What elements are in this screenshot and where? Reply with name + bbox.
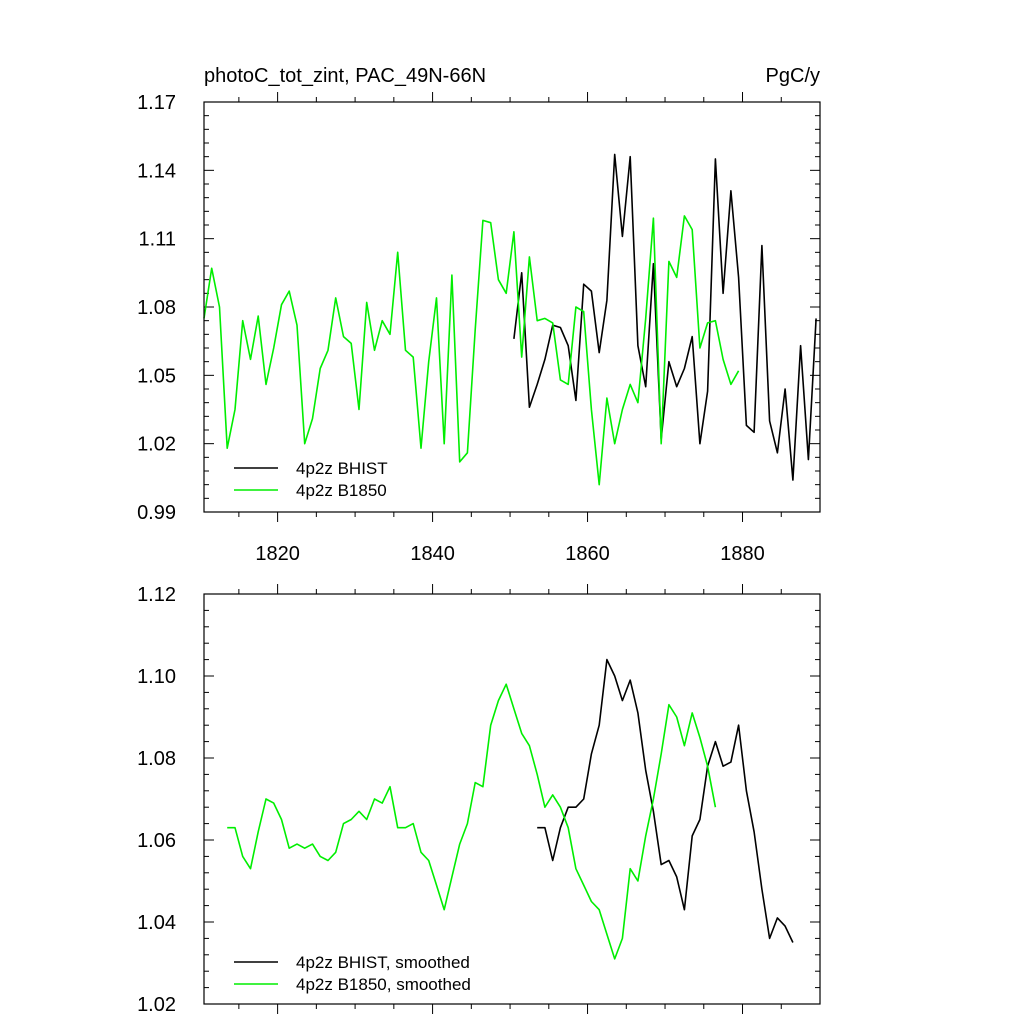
bottom-ticks bbox=[204, 584, 820, 1014]
chart-title: photoC_tot_zint, PAC_49N-66N bbox=[204, 65, 486, 87]
legend-label: 4p2z B1850, smoothed bbox=[296, 975, 471, 994]
series-line-b1850 bbox=[227, 683, 717, 960]
y-tick-label: 1.08 bbox=[137, 297, 176, 319]
top-legend: 4p2z BHIST 4p2z B1850 bbox=[234, 459, 388, 500]
y-tick-label: 1.02 bbox=[137, 434, 176, 456]
bottom-panel: 1.02 1.04 1.06 1.08 1.10 1.12 4p2z BHIST, smo… bbox=[137, 584, 821, 1016]
legend-label: 4p2z B1850 bbox=[296, 481, 387, 500]
y-tick-label: 1.17 bbox=[137, 92, 176, 114]
y-tick-label: 1.05 bbox=[137, 365, 176, 387]
y-tick-label: 1.10 bbox=[137, 666, 176, 688]
y-tick-label: 1.11 bbox=[139, 229, 176, 251]
top-ticks bbox=[204, 92, 820, 522]
bottom-legend: 4p2z BHIST, smoothed 4p2z B1850, smoothed bbox=[234, 953, 471, 994]
x-tick-label: 1820 bbox=[255, 543, 300, 565]
top-plot-frame bbox=[203, 101, 821, 513]
y-tick-label: 1.12 bbox=[137, 584, 176, 606]
top-series bbox=[203, 153, 817, 486]
y-tick-label: 1.04 bbox=[137, 912, 176, 934]
units-label: PgC/y bbox=[766, 65, 820, 87]
x-tick-label: 1840 bbox=[410, 543, 455, 565]
series-line-bhist bbox=[513, 153, 817, 481]
legend-label: 4p2z BHIST, smoothed bbox=[296, 953, 470, 972]
series-line-b1850 bbox=[203, 215, 740, 486]
bottom-series bbox=[227, 658, 794, 960]
y-tick-label: 1.02 bbox=[137, 994, 176, 1016]
top-tick-labels: 0.99 1.02 1.05 1.08 1.11 1.14 1.17 1820 1840 1860… bbox=[137, 92, 765, 565]
y-tick-label: 1.14 bbox=[137, 160, 176, 182]
x-tick-label: 1880 bbox=[720, 543, 765, 565]
x-tick-label: 1860 bbox=[565, 543, 610, 565]
y-tick-label: 1.08 bbox=[137, 748, 176, 770]
legend-label: 4p2z BHIST bbox=[296, 459, 388, 478]
y-tick-label: 0.99 bbox=[137, 502, 176, 524]
top-panel: photoC_tot_zint, PAC_49N-66N PgC/y 0.99 1… bbox=[137, 65, 821, 565]
bottom-tick-labels: 1.02 1.04 1.06 1.08 1.10 1.12 bbox=[137, 584, 176, 1016]
y-tick-label: 1.06 bbox=[137, 830, 176, 852]
series-line-bhist bbox=[537, 658, 794, 943]
bottom-plot-frame bbox=[203, 593, 821, 1005]
